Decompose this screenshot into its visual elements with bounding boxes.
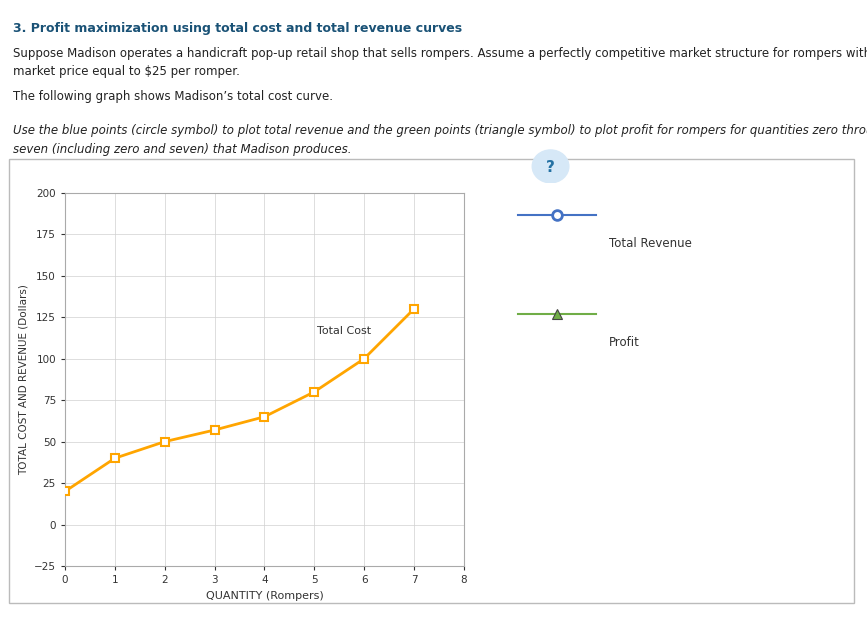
Text: Total Cost: Total Cost (316, 326, 371, 336)
Text: Use the blue points (circle symbol) to plot total revenue and the green points (: Use the blue points (circle symbol) to p… (13, 124, 867, 137)
Text: Total Revenue: Total Revenue (609, 237, 692, 250)
Text: The following graph shows Madison’s total cost curve.: The following graph shows Madison’s tota… (13, 90, 333, 103)
Y-axis label: TOTAL COST AND REVENUE (Dollars): TOTAL COST AND REVENUE (Dollars) (18, 284, 29, 475)
Text: 3. Profit maximization using total cost and total revenue curves: 3. Profit maximization using total cost … (13, 22, 462, 35)
Text: market price equal to $25 per romper.: market price equal to $25 per romper. (13, 65, 240, 78)
X-axis label: QUANTITY (Rompers): QUANTITY (Rompers) (205, 591, 323, 601)
Text: Suppose Madison operates a handicraft pop-up retail shop that sells rompers. Ass: Suppose Madison operates a handicraft po… (13, 47, 867, 60)
Circle shape (532, 150, 569, 183)
Text: ?: ? (546, 160, 555, 175)
Text: Profit: Profit (609, 337, 640, 350)
Text: seven (including zero and seven) that Madison produces.: seven (including zero and seven) that Ma… (13, 143, 351, 156)
